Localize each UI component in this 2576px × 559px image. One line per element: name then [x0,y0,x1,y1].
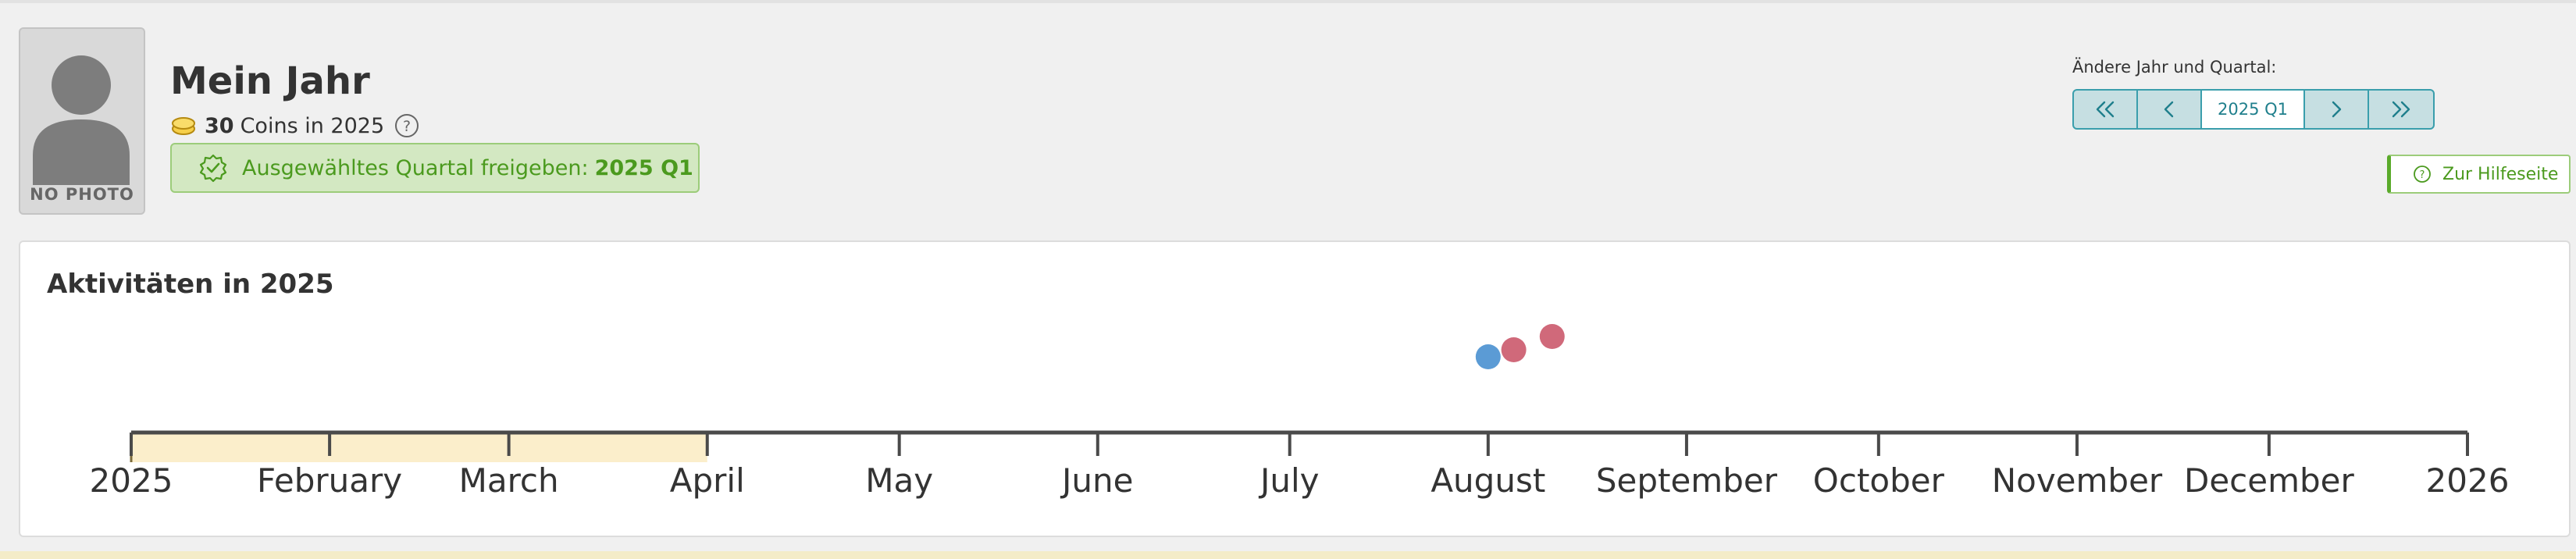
timeline-tick-label: 2026 [2426,461,2510,500]
bottom-strip [0,551,2576,559]
page-title: Mein Jahr [170,59,370,103]
chevron-left-icon [2164,101,2174,118]
top-border [0,0,2576,3]
share-label: Ausgewähltes Quartal freigeben: [242,155,589,180]
help-page-link[interactable]: ? Zur Hilfeseite [2387,155,2571,194]
coins-text: Coins in 2025 [240,113,385,138]
svg-text:?: ? [403,118,411,135]
first-quarter-button[interactable] [2074,91,2138,128]
no-photo-label: NO PHOTO [30,185,134,204]
avatar: NO PHOTO [19,27,145,215]
timeline-tick-label: 2025 [90,461,173,500]
help-link-label: Zur Hilfeseite [2442,164,2559,184]
timeline-tick-label: July [1258,461,1320,500]
activity-point [1501,337,1527,362]
timeline-tick-label: November [1992,461,2163,500]
coin-stack-icon [172,117,195,135]
timeline-tick-label: April [670,461,745,500]
timeline-tick-label: February [257,461,402,500]
double-chevron-left-icon [2096,101,2115,118]
previous-quarter-button[interactable] [2138,91,2202,128]
activity-point [1539,324,1565,349]
question-circle-icon: ? [2414,166,2431,183]
quarter-navigator: 2025 Q1 [2072,89,2435,130]
quarter-nav-label: Ändere Jahr und Quartal: [2072,58,2277,77]
chevron-right-icon [2332,101,2342,118]
timeline-tick-label: October [1813,461,1945,500]
timeline-tick-label: March [459,461,559,500]
badge-check-icon [199,154,227,183]
coins-summary: 30 Coins in 2025 ? [170,109,420,142]
next-quarter-button[interactable] [2305,91,2369,128]
selected-quarter-band [131,433,707,462]
svg-text:?: ? [2420,169,2425,181]
timeline-tick-label: June [1060,461,1133,500]
share-quarter-button[interactable]: Ausgewähltes Quartal freigeben: 2025 Q1 [170,143,700,193]
share-value: 2025 Q1 [594,155,693,180]
person-silhouette-icon [33,55,130,185]
activity-point [1475,344,1501,369]
timeline-tick-label: August [1431,461,1545,500]
double-chevron-right-icon [2392,101,2410,118]
coins-count: 30 [205,113,234,138]
timeline-tick-label: December [2184,461,2355,500]
last-quarter-button[interactable] [2369,91,2433,128]
activities-card: Aktivitäten in 2025 2025 February March Apr… [19,240,2571,537]
question-circle-icon[interactable]: ? [394,112,420,139]
timeline-tick-label: May [865,461,933,500]
timeline-tick-label: September [1596,461,1778,500]
current-quarter: 2025 Q1 [2202,91,2305,128]
activity-timeline-chart: 2025 February March April May June July August S… [90,324,2510,500]
activities-title: Aktivitäten in 2025 [47,269,334,300]
